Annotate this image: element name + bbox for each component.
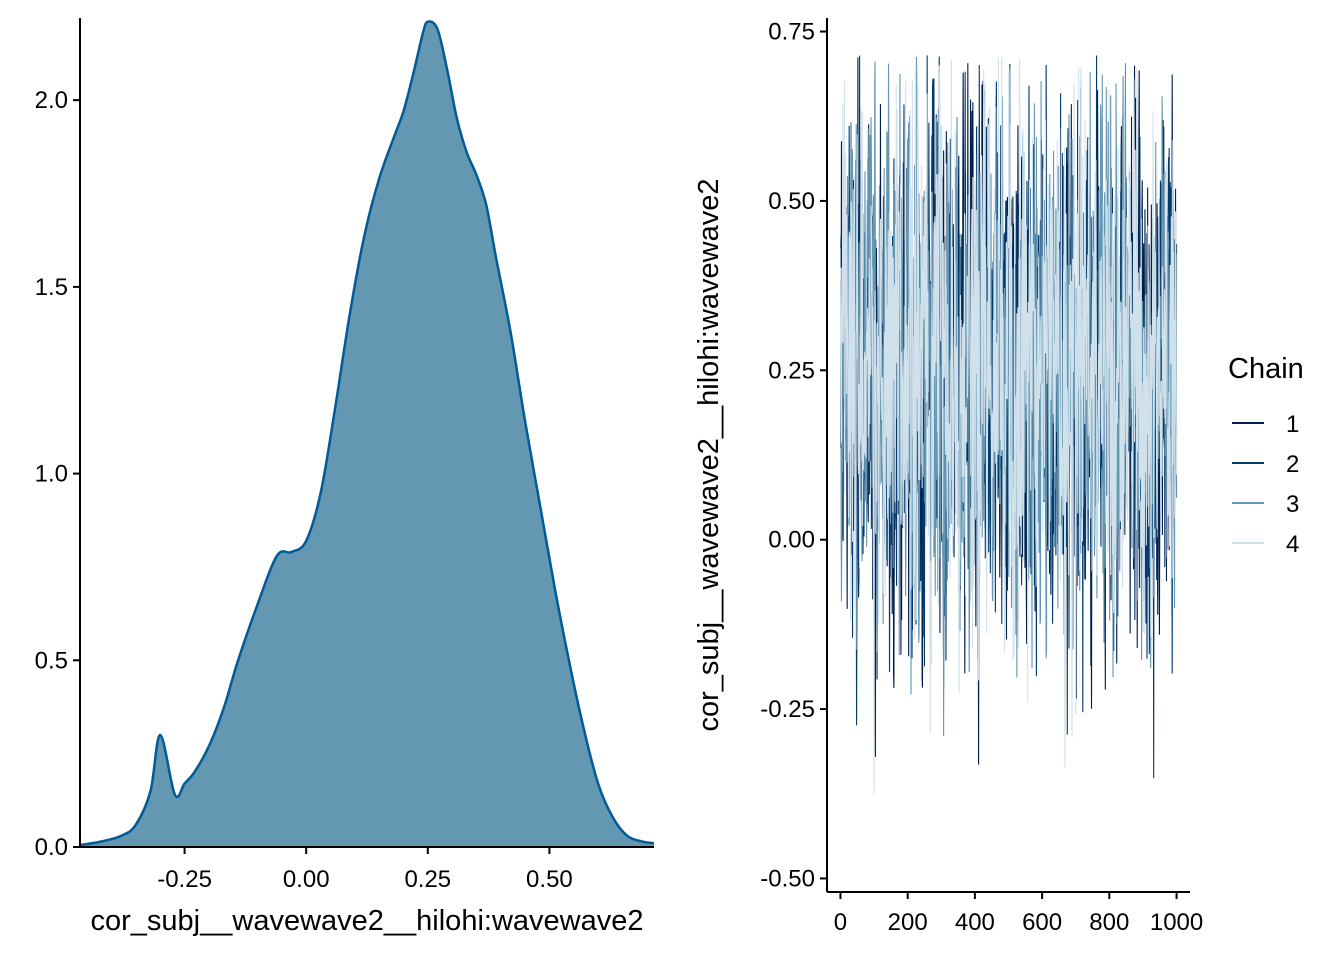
x-tick-label: 200 (888, 909, 928, 936)
legend-label-chain-3: 3 (1286, 491, 1299, 518)
y-tick-label: -0.50 (760, 865, 815, 892)
trace-y-ticks: -0.50 -0.25 0.00 0.25 0.50 0.75 (760, 19, 827, 892)
y-tick-label: 2.0 (35, 87, 68, 114)
y-tick-label: 0.50 (768, 188, 815, 215)
chain-legend: Chain 1 2 3 4 (1228, 353, 1304, 558)
x-tick-label: 0.50 (526, 866, 573, 893)
y-tick-label: 0.25 (768, 357, 815, 384)
x-tick-label: 1000 (1150, 909, 1203, 936)
x-tick-label: 0.00 (283, 866, 330, 893)
trace-panel: -0.50 -0.25 0.00 0.25 0.50 0.75 0 200 400 600 800… (693, 18, 1203, 936)
trace-lines (840, 55, 1178, 794)
y-tick-label: 1.5 (35, 274, 68, 301)
x-tick-label: 400 (955, 909, 995, 936)
density-line (79, 20, 655, 847)
y-tick-label: 0.0 (35, 834, 68, 861)
x-tick-label: 800 (1089, 909, 1129, 936)
x-tick-label: 600 (1022, 909, 1062, 936)
legend-entries: 1 2 3 4 (1232, 411, 1299, 558)
trace-line-chain-4 (840, 57, 1178, 794)
y-tick-label: 1.0 (35, 461, 68, 488)
density-y-ticks: 0.0 0.5 1.0 1.5 2.0 (35, 87, 80, 861)
x-tick-label: 0 (834, 909, 847, 936)
x-tick-label: -0.25 (157, 866, 212, 893)
y-tick-label: -0.25 (760, 696, 815, 723)
density-x-axis-title: cor_subj__wavewave2__hilohi:wavewave2 (91, 905, 644, 937)
y-tick-label: 0.5 (35, 647, 68, 674)
x-tick-label: 0.25 (404, 866, 451, 893)
density-panel: 0.0 0.5 1.0 1.5 2.0 -0.25 0.00 0.25 0.50 cor_su… (35, 18, 655, 937)
density-area (80, 21, 654, 847)
legend-label-chain-1: 1 (1286, 411, 1299, 438)
legend-label-chain-2: 2 (1286, 451, 1299, 478)
trace-x-ticks: 0 200 400 600 800 1000 (834, 892, 1203, 936)
legend-title: Chain (1228, 353, 1304, 385)
trace-y-axis-title: cor_subj__wavewave2__hilohi:wavewave2 (693, 179, 725, 732)
y-tick-label: 0.75 (768, 19, 815, 46)
density-x-ticks: -0.25 0.00 0.25 0.50 (157, 847, 573, 893)
y-tick-label: 0.00 (768, 527, 815, 554)
legend-label-chain-4: 4 (1286, 531, 1299, 558)
